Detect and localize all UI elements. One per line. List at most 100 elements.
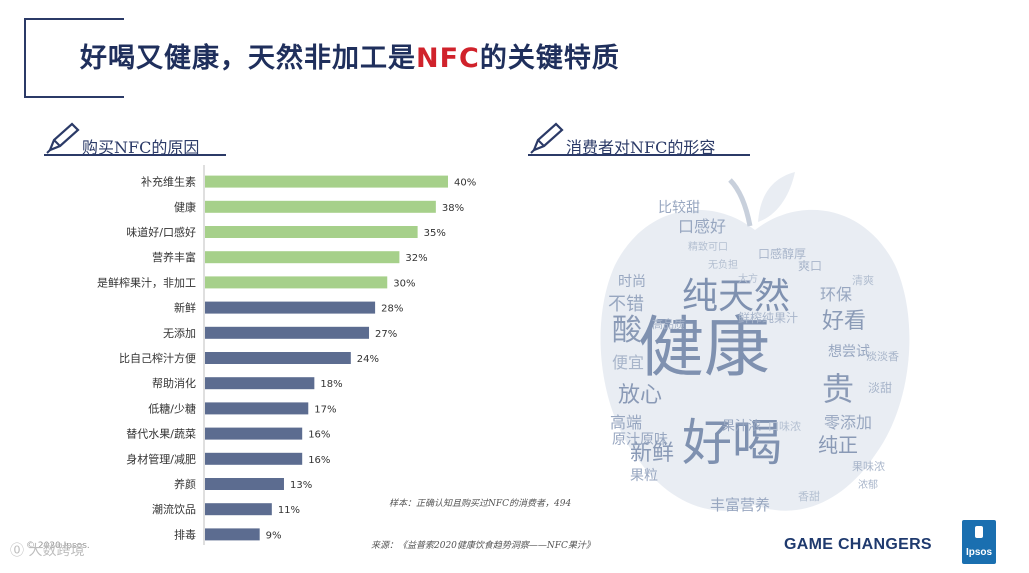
source-note: 来源：《益普索2020健康饮食趋势洞察——NFC果汁》	[371, 541, 595, 551]
data-label: 18%	[320, 379, 342, 390]
wordcloud-word: 口味浓	[768, 420, 801, 433]
bar	[205, 200, 436, 213]
wordcloud-word: 时尚	[618, 274, 646, 290]
wordcloud-word: 高端	[610, 413, 642, 432]
wordcloud-word: 好看	[822, 309, 866, 334]
wordcloud-word: 便宜	[612, 353, 644, 372]
category-label: 养颜	[174, 477, 196, 491]
data-label: 17%	[314, 404, 336, 415]
right-section-label: 消费者对NFC的形容	[566, 138, 716, 157]
category-label: 是鲜榨果汁，非加工	[97, 275, 196, 289]
wordcloud-word: 鲜榨纯果汁	[738, 310, 798, 325]
left-section-header: 购买NFC的原因	[44, 122, 226, 157]
wordcloud-word: 大方	[738, 272, 758, 285]
category-label: 排毒	[174, 527, 196, 541]
category-label: 无添加	[163, 326, 196, 340]
category-label: 帮助消化	[152, 376, 196, 390]
wordcloud-word: 精致可口	[688, 240, 728, 253]
data-label: 30%	[393, 278, 415, 289]
bar	[205, 175, 448, 188]
wordcloud-word: 健康	[638, 309, 770, 386]
wordcloud-word: 纯正	[818, 433, 858, 457]
wordcloud-word: 香甜	[798, 490, 820, 503]
bar	[205, 377, 315, 390]
wordcloud-word: 浓郁	[858, 478, 878, 491]
wordcloud-word: 淡甜	[868, 381, 892, 395]
wordcloud-word: 酸	[612, 313, 642, 348]
data-label: 27%	[375, 329, 397, 340]
wordcloud-word: 环保	[820, 285, 852, 304]
data-label: 13%	[290, 480, 312, 491]
category-label: 味道好/口感好	[126, 225, 196, 239]
bar	[205, 226, 418, 238]
category-label: 营养丰富	[152, 250, 196, 264]
wordcloud-word: 淡淡香	[866, 350, 899, 363]
data-label: 28%	[381, 304, 403, 315]
category-label: 补充维生素	[141, 175, 196, 189]
apple-shape	[600, 209, 910, 511]
wordcloud-word: 零添加	[824, 413, 872, 432]
category-label: 低糖/少糖	[148, 401, 196, 415]
data-label: 9%	[266, 530, 282, 541]
wordcloud-word: 不错	[608, 294, 644, 315]
bar	[205, 251, 400, 264]
bar	[205, 352, 351, 364]
apple-leaf	[758, 172, 795, 222]
category-label: 潮流饮品	[152, 502, 196, 516]
pencil-icon	[46, 122, 80, 154]
data-label: 35%	[424, 228, 446, 239]
wordcloud-word: 口感好	[678, 217, 726, 236]
data-label: 40%	[454, 178, 476, 189]
wordcloud-word: 新鲜	[630, 441, 674, 466]
wordcloud-word: 丰富营养	[710, 496, 770, 514]
bar	[205, 301, 376, 314]
data-label: 16%	[308, 455, 330, 466]
wordcloud-word: 原汁原味	[612, 432, 668, 448]
page-title: 好喝又健康，天然非加工是NFC的关键特质	[80, 43, 620, 74]
wordcloud-word: 无负担	[708, 258, 738, 271]
right-section-header: 消费者对NFC的形容	[528, 122, 750, 157]
data-label: 38%	[442, 203, 464, 214]
bar	[205, 503, 272, 516]
data-label: 11%	[278, 505, 300, 516]
category-label: 比自己榨汁方便	[119, 351, 196, 365]
wordcloud-word: 清爽	[852, 274, 874, 287]
wordcloud-word: 好喝	[682, 414, 782, 472]
bar	[205, 452, 303, 465]
wordcloud-word: 比较甜	[658, 200, 700, 216]
bar	[205, 276, 388, 289]
category-label: 新鲜	[174, 301, 196, 315]
title-frame	[24, 18, 124, 98]
wordcloud-word: 高品质	[652, 317, 685, 331]
wordcloud-word: 果味浓	[852, 460, 885, 473]
sample-note: 样本：正确认知且购买过NFC的消费者，494	[389, 499, 572, 509]
ipsos-logo: Ipsos	[962, 520, 996, 564]
left-section-rule	[44, 154, 226, 156]
right-section-rule	[528, 154, 750, 156]
wordcloud-word: 果汁浓	[722, 419, 761, 434]
apple-stem	[728, 178, 753, 227]
watermark: ⓪ 大数跨境	[10, 543, 85, 559]
data-label: 32%	[405, 253, 427, 264]
bar	[205, 326, 370, 339]
wordcloud-word: 纯天然	[682, 276, 790, 317]
wordcloud-word: 想尝试	[828, 344, 870, 360]
data-label: 16%	[308, 430, 330, 441]
pencil-icon	[530, 122, 564, 154]
wordcloud-word: 贵	[822, 370, 854, 408]
data-label: 24%	[357, 354, 379, 365]
left-section-label: 购买NFC的原因	[82, 138, 200, 157]
category-label: 健康	[174, 200, 196, 214]
brand-tagline: GAME CHANGERS	[784, 536, 932, 553]
bar	[205, 478, 284, 490]
bar	[205, 528, 260, 541]
wordcloud-word: 爽口	[798, 259, 822, 273]
bar	[205, 427, 303, 440]
reasons-bar-chart: 补充维生素 40% 健康 38% 味道好/口感好 35% 营养丰富 32% 是鲜榨果汁，非加工 3…	[97, 165, 476, 545]
wordcloud-word: 口感醇厚	[758, 246, 806, 261]
bar	[205, 402, 309, 415]
wordcloud-word: 果粒	[630, 468, 658, 484]
wordcloud-word: 放心	[618, 383, 662, 408]
copyright: © 2020 Ipsos.	[26, 541, 90, 551]
